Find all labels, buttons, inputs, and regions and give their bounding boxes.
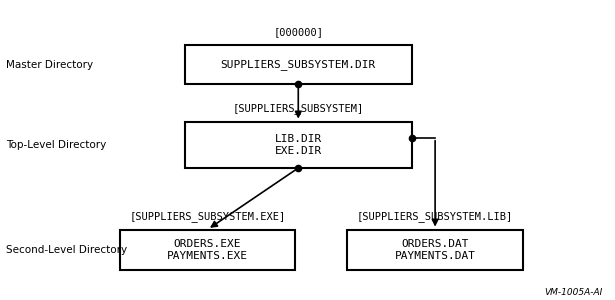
Text: Second-Level Directory: Second-Level Directory: [6, 245, 127, 255]
Text: LIB.DIR
EXE.DIR: LIB.DIR EXE.DIR: [275, 134, 322, 155]
Text: VM-1005A-AI: VM-1005A-AI: [544, 288, 603, 297]
Text: [000000]: [000000]: [273, 28, 323, 38]
Text: [SUPPLIERS_SUBSYSTEM]: [SUPPLIERS_SUBSYSTEM]: [232, 103, 364, 114]
Text: Top-Level Directory: Top-Level Directory: [6, 140, 106, 150]
Bar: [120, 230, 295, 270]
Text: Master Directory: Master Directory: [6, 59, 93, 70]
Text: ORDERS.EXE
PAYMENTS.EXE: ORDERS.EXE PAYMENTS.EXE: [167, 239, 248, 260]
Text: [SUPPLIERS_SUBSYSTEM.EXE]: [SUPPLIERS_SUBSYSTEM.EXE]: [129, 211, 286, 222]
Text: ORDERS.DAT
PAYMENTS.DAT: ORDERS.DAT PAYMENTS.DAT: [395, 239, 475, 260]
Bar: [184, 122, 412, 168]
Bar: [184, 45, 412, 84]
Text: SUPPLIERS_SUBSYSTEM.DIR: SUPPLIERS_SUBSYSTEM.DIR: [221, 59, 376, 70]
Bar: [347, 230, 523, 270]
Text: [SUPPLIERS_SUBSYSTEM.LIB]: [SUPPLIERS_SUBSYSTEM.LIB]: [357, 211, 514, 222]
